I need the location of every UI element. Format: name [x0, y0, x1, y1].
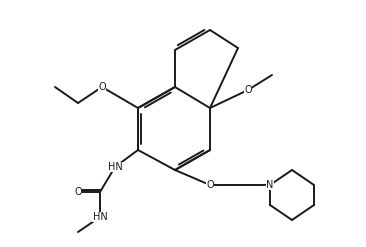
- Text: HN: HN: [108, 162, 122, 172]
- Text: HN: HN: [93, 212, 107, 222]
- Text: O: O: [206, 180, 214, 190]
- Text: O: O: [98, 82, 106, 92]
- Text: O: O: [74, 187, 82, 197]
- Text: N: N: [266, 180, 274, 190]
- Text: O: O: [244, 85, 252, 95]
